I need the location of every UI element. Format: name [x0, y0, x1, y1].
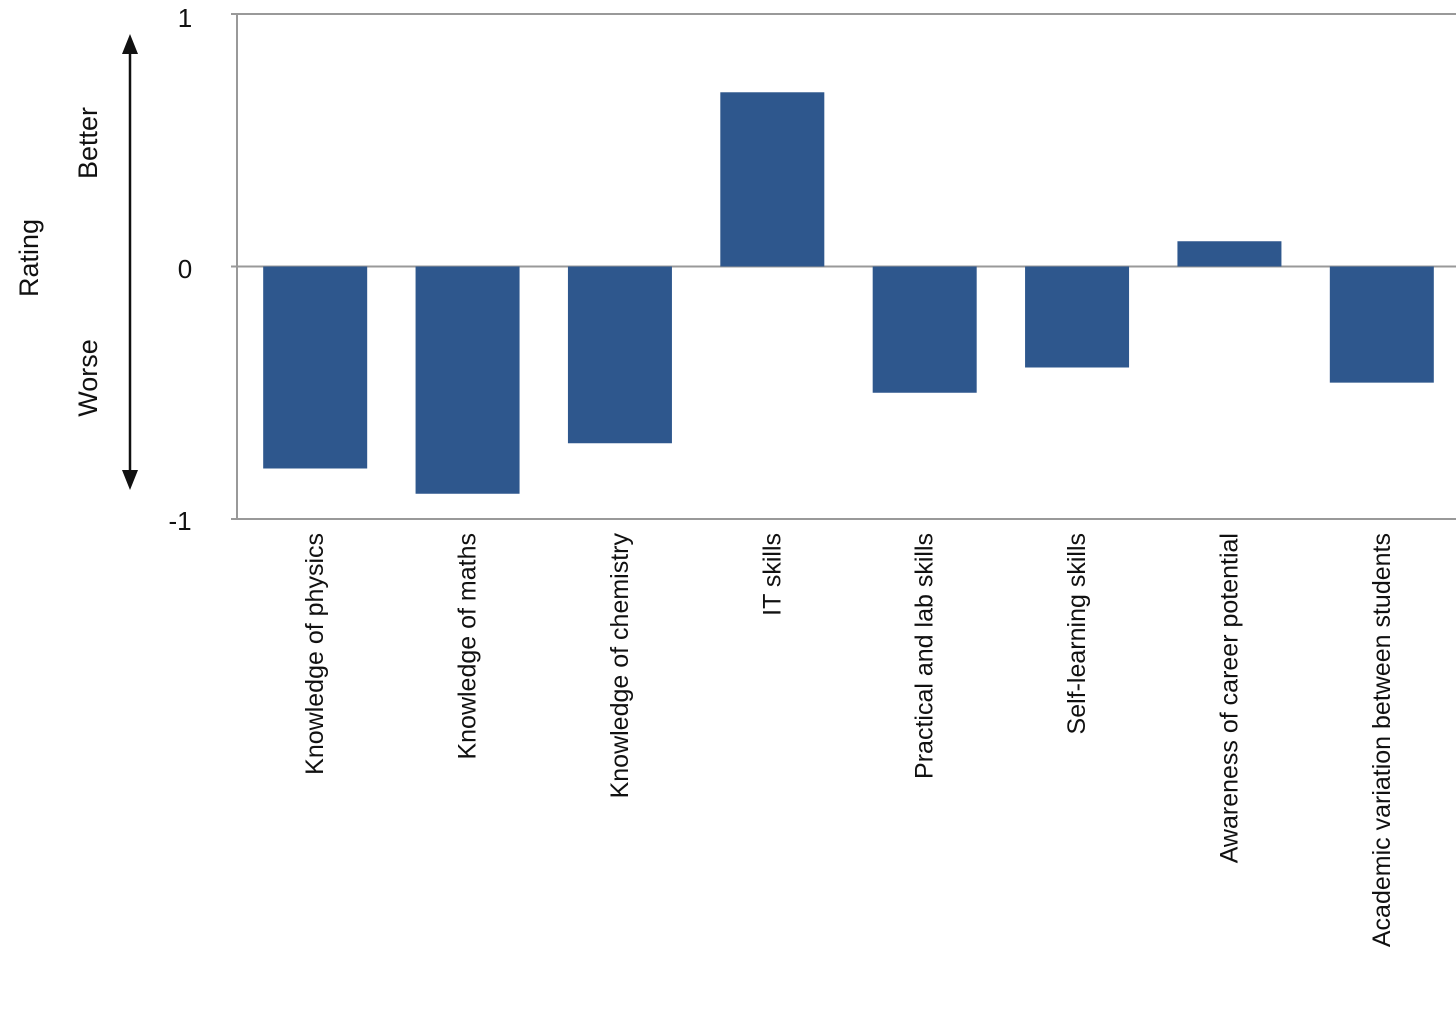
- bar-5: [1025, 266, 1130, 368]
- category-label-5: Self-learning skills: [1063, 533, 1091, 734]
- category-label-1: Knowledge of maths: [454, 533, 482, 760]
- category-label-2: Knowledge of chemistry: [606, 533, 634, 799]
- better-label: Better: [73, 107, 103, 179]
- bar-7: [1329, 266, 1434, 383]
- y-tick-label-top: 1: [178, 3, 192, 33]
- bar-0: [263, 266, 368, 469]
- category-label-7: Academic variation between students: [1368, 533, 1396, 947]
- category-label-6: Awareness of career potential: [1215, 533, 1243, 863]
- labels-group: Knowledge of physics Knowledge of maths Kn…: [301, 533, 1396, 948]
- y-tick-label-zero: 0: [178, 254, 192, 284]
- better-worse-arrow: [122, 34, 138, 490]
- y-axis-title: Rating: [14, 219, 44, 297]
- category-label-3: IT skills: [758, 533, 786, 616]
- bars-group: [263, 92, 1434, 494]
- worse-label: Worse: [73, 339, 103, 417]
- bar-6: [1177, 241, 1282, 267]
- bar-2: [567, 266, 672, 444]
- bar-4: [872, 266, 977, 393]
- category-label-0: Knowledge of physics: [301, 533, 329, 775]
- bar-3: [720, 92, 825, 267]
- category-label-4: Practical and lab skills: [911, 533, 939, 779]
- bar-1: [415, 266, 520, 494]
- y-tick-label-bottom: -1: [168, 506, 191, 536]
